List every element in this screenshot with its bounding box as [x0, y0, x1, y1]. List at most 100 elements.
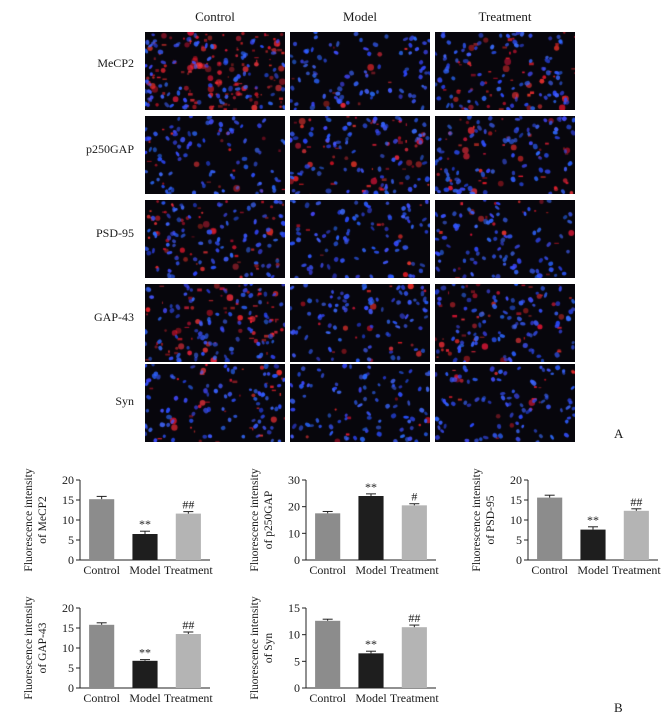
y-tick-label: 15: [62, 493, 74, 507]
y-tick-label: 0: [68, 553, 74, 567]
significance-mark: **: [139, 646, 151, 660]
y-tick-label: 5: [68, 661, 74, 675]
column-label-model: Model: [343, 9, 377, 24]
y-tick-label: 10: [62, 641, 74, 655]
y-tick-label: 15: [510, 493, 522, 507]
y-tick-label: 0: [516, 553, 522, 567]
y-tick-label: 10: [62, 513, 74, 527]
y-tick-label: 0: [68, 681, 74, 695]
bar-chart-p250gap: Fluorescence intensity of p250GAP 0 10 20 30 C…: [249, 468, 440, 577]
micrograph-mecp2-control: [145, 32, 285, 110]
y-axis-label: of p250GAP: [263, 491, 275, 549]
x-tick-label: Treatment: [612, 563, 662, 577]
bar: [401, 627, 427, 688]
bar: [175, 513, 201, 560]
y-axis-label: Fluorescence intensity: [249, 468, 261, 571]
y-tick-label: 5: [516, 533, 522, 547]
row-label-syn: Syn: [115, 394, 134, 408]
significance-mark: **: [365, 480, 377, 494]
y-tick-label: 15: [62, 621, 74, 635]
y-axis-label: Fluorescence intensity: [471, 468, 483, 571]
x-tick-label: Control: [83, 691, 120, 705]
y-tick-label: 10: [510, 513, 522, 527]
significance-mark: **: [365, 637, 377, 651]
x-tick-label: Control: [83, 563, 120, 577]
column-label-treatment: Treatment: [478, 9, 532, 24]
row-label-p250gap: p250GAP: [85, 142, 134, 156]
column-label-control: Control: [195, 9, 235, 24]
y-axis-label: Fluorescence intensity: [23, 596, 35, 699]
y-tick-label: 20: [62, 601, 74, 615]
panel-a-label: A: [614, 426, 624, 441]
bar: [132, 660, 158, 688]
bar: [537, 497, 563, 560]
y-tick-label: 10: [288, 526, 300, 540]
bar: [315, 620, 341, 688]
y-axis-label: of Syn: [263, 633, 275, 664]
significance-mark: ##: [630, 495, 642, 509]
x-tick-label: Control: [531, 563, 568, 577]
x-tick-label: Model: [129, 563, 161, 577]
bar: [358, 496, 384, 560]
micrograph-gap43-model: [290, 284, 430, 362]
micrograph-mecp2-model: [290, 32, 430, 110]
row-label-gap43: GAP-43: [93, 310, 134, 324]
bar: [315, 513, 341, 560]
y-tick-label: 10: [288, 628, 300, 642]
x-tick-label: Model: [355, 563, 387, 577]
y-axis-label: Fluorescence intensity: [23, 468, 35, 571]
micrograph-syn-control: [145, 364, 285, 442]
y-tick-label: 0: [294, 553, 300, 567]
bar-chart-gap43: Fluorescence intensity of GAP-43 0 5 10 15 20 C…: [23, 596, 214, 705]
significance-mark: ##: [182, 618, 194, 632]
bar-chart-mecp2: Fluorescence intensity of MeCP2 0 5 10 15 20 Co…: [23, 468, 214, 577]
y-tick-label: 30: [288, 473, 300, 487]
bar: [175, 634, 201, 688]
y-axis-label: of PSD-95: [485, 495, 497, 544]
micrograph-p250gap-treatment: [435, 116, 575, 194]
bar: [89, 624, 115, 688]
micrograph-p250gap-control: [145, 116, 285, 194]
micrograph-gap43-treatment: [435, 284, 575, 362]
micrograph-psd95-control: [145, 200, 285, 278]
bar: [401, 505, 427, 560]
y-axis-label: of MeCP2: [37, 496, 49, 544]
x-tick-label: Treatment: [390, 563, 440, 577]
significance-mark: ##: [182, 498, 194, 512]
significance-mark: #: [411, 490, 417, 504]
x-tick-label: Treatment: [164, 691, 214, 705]
y-axis-label: Fluorescence intensity: [249, 596, 261, 699]
significance-mark: **: [139, 517, 151, 531]
x-tick-label: Control: [309, 563, 346, 577]
significance-mark: ##: [408, 611, 420, 625]
bar: [623, 510, 649, 560]
micrograph-syn-model: [290, 364, 430, 442]
y-axis-label: of GAP-43: [37, 622, 49, 673]
bar: [358, 653, 384, 688]
micrograph-syn-treatment: [435, 364, 575, 442]
row-label-psd95: PSD-95: [95, 226, 134, 240]
micrograph-mecp2-treatment: [435, 32, 575, 110]
y-tick-label: 20: [62, 473, 74, 487]
y-tick-label: 0: [294, 681, 300, 695]
y-tick-label: 5: [68, 533, 74, 547]
row-label-mecp2: MeCP2: [97, 56, 134, 70]
x-tick-label: Treatment: [164, 563, 214, 577]
y-tick-label: 20: [510, 473, 522, 487]
bar: [89, 499, 115, 560]
y-tick-label: 20: [288, 500, 300, 514]
x-tick-label: Model: [129, 691, 161, 705]
panel-b-label: B: [614, 700, 623, 715]
micrograph-gap43-control: [145, 284, 285, 362]
micrograph-psd95-treatment: [435, 200, 575, 278]
bar-chart-syn: Fluorescence intensity of Syn 0 5 10 15 Contro…: [249, 596, 440, 705]
bar: [580, 529, 606, 560]
micrograph-p250gap-model: [290, 116, 430, 194]
x-tick-label: Model: [577, 563, 609, 577]
x-tick-label: Model: [355, 691, 387, 705]
y-tick-label: 5: [294, 654, 300, 668]
bar: [132, 534, 158, 560]
x-tick-label: Treatment: [390, 691, 440, 705]
significance-mark: **: [587, 513, 599, 527]
x-tick-label: Control: [309, 691, 346, 705]
